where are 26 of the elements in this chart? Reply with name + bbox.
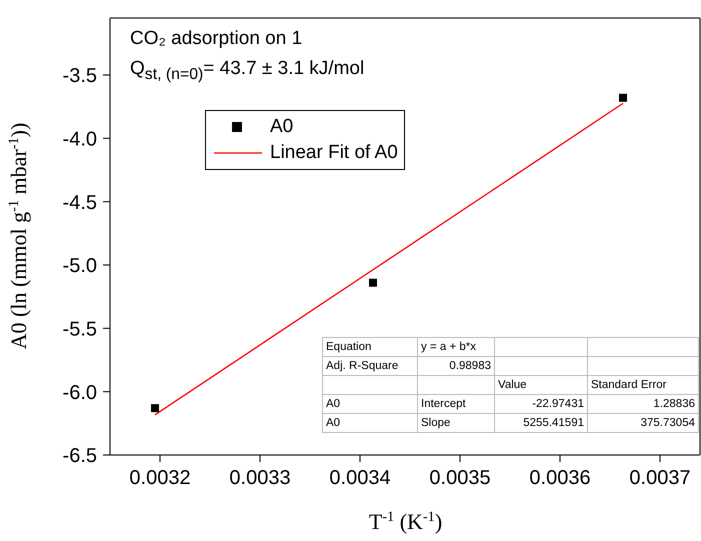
y-tick-label: -4.5 <box>62 192 97 214</box>
point <box>369 278 377 287</box>
legend-label: A0 <box>270 115 294 139</box>
x-tick-label: 0.0037 <box>629 467 691 490</box>
text: Q$_{st, (n=0)}$= 43.7 ± 3.1 kJ/mol <box>130 57 364 85</box>
x-tick-label: 0.0035 <box>429 467 491 490</box>
x-axis-title: T$^{-1}$ (K$^{-1}$) <box>368 509 442 534</box>
y-tick-label: -5.0 <box>62 255 97 278</box>
text: CO₂ adsorption on 1 <box>130 27 304 51</box>
y-tick-label: -6.0 <box>62 382 97 404</box>
x-tick-label: 0.0032 <box>129 467 191 490</box>
point <box>151 404 159 412</box>
text: Adj. R-Square 0.98983 <box>326 360 491 372</box>
text: Value Standard Error <box>498 379 666 391</box>
y-tick-label: -5.5 <box>62 318 97 340</box>
x-tick-label: 0.0033 <box>229 467 291 490</box>
y-tick-label: -6.5 <box>62 445 97 468</box>
text: Equation y = a + b*x <box>326 341 476 353</box>
point <box>619 94 627 102</box>
y-tick-label: -3.5 <box>62 65 97 88</box>
text: A0 Intercept -22.97431 1.28836 <box>326 398 695 410</box>
x-tick-label: 0.0036 <box>529 467 591 490</box>
legend-label: Linear Fit of A0 <box>270 141 398 165</box>
y-tick-label: -4.0 <box>62 128 97 150</box>
text: A0 Slope 5255.41591 375.73054 <box>326 417 695 429</box>
x-tick-label: 0.0034 <box>329 467 391 490</box>
